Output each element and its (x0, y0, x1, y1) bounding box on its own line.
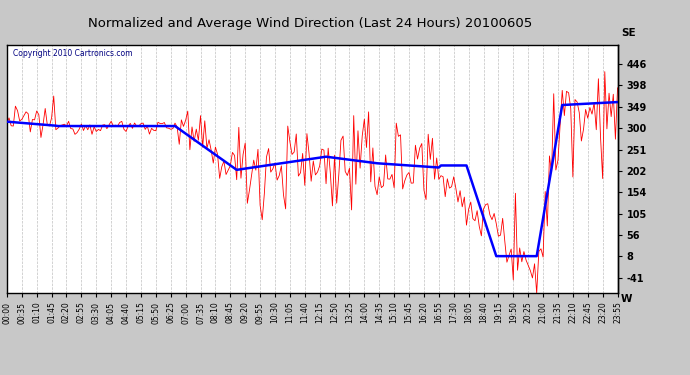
Text: Normalized and Average Wind Direction (Last 24 Hours) 20100605: Normalized and Average Wind Direction (L… (88, 17, 533, 30)
Text: Copyright 2010 Cartronics.com: Copyright 2010 Cartronics.com (13, 49, 132, 58)
Text: SE: SE (621, 27, 635, 38)
Text: W: W (621, 294, 633, 304)
